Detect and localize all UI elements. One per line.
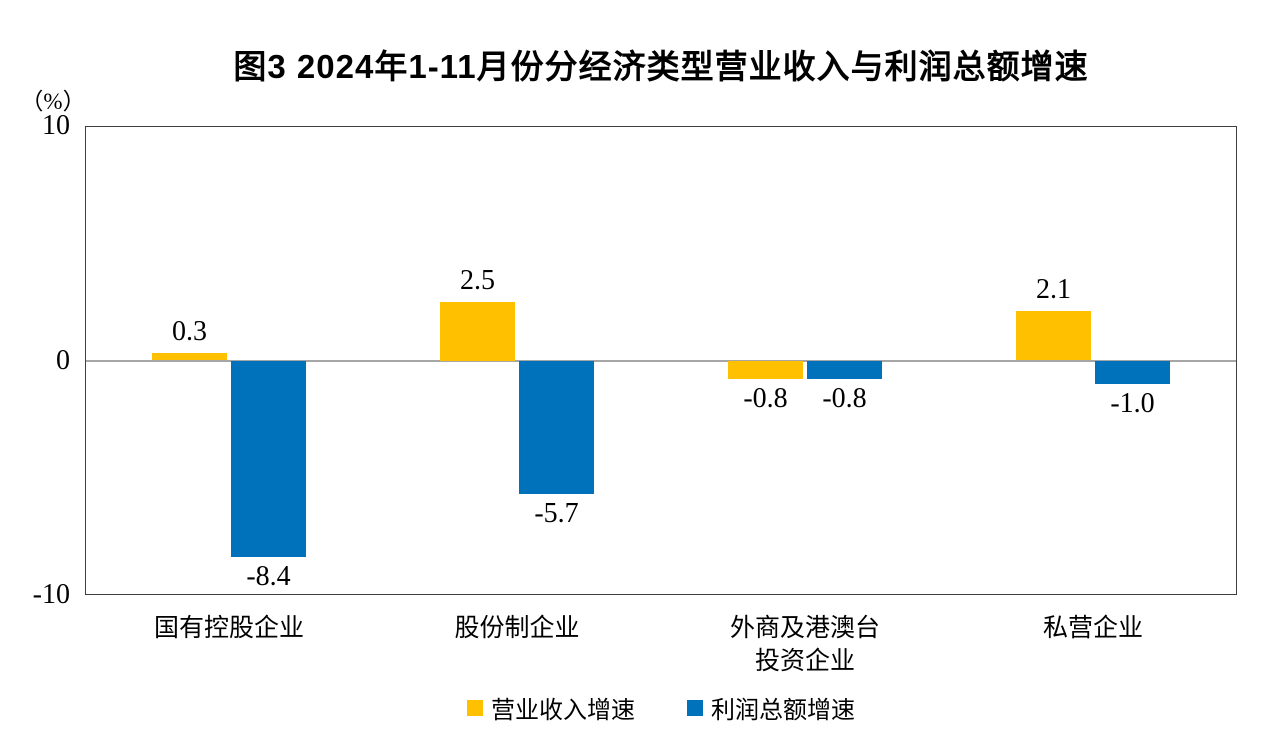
bar — [1095, 360, 1170, 384]
legend-swatch-icon — [687, 699, 703, 716]
bar — [152, 353, 227, 361]
bar-value-label: 2.5 — [460, 264, 495, 296]
chart-title: 图3 2024年1-11月份分经济类型营业收入与利润总额增速 — [233, 48, 1089, 85]
bar-value-label: 0.3 — [172, 316, 207, 348]
bar — [440, 301, 515, 361]
y-tick-label: 0 — [56, 344, 70, 376]
legend-item: 利润总额增速 — [687, 690, 855, 725]
category-label: 股份制企业 — [454, 614, 580, 642]
legend-label: 利润总额增速 — [711, 697, 855, 724]
legend-label: 营业收入增速 — [491, 697, 635, 724]
y-axis-unit-label: （%） — [20, 89, 86, 114]
bar-value-label: 2.1 — [1036, 274, 1071, 306]
category-label: 国有控股企业 — [153, 614, 304, 642]
bar-value-label: -1.0 — [1110, 387, 1155, 419]
category-label: 私营企业 — [1042, 614, 1143, 642]
category-label: 外商及港澳台 投资企业 — [729, 614, 880, 675]
y-tick-label: 10 — [42, 110, 70, 141]
bar — [1016, 311, 1091, 361]
legend-swatch-icon — [467, 699, 483, 716]
legend-item: 营业收入增速 — [467, 690, 635, 725]
bar-value-label: -8.4 — [246, 561, 291, 593]
bar-value-label: -5.7 — [534, 498, 579, 530]
y-tick-label: -10 — [32, 579, 70, 610]
bar — [231, 360, 306, 558]
legend: 营业收入增速 利润总额增速 — [85, 690, 1237, 725]
bar-value-label: -0.8 — [743, 383, 788, 415]
bar — [728, 360, 803, 380]
bar — [807, 360, 882, 380]
bar-value-label: -0.8 — [822, 383, 867, 415]
zero-gridline — [85, 359, 1237, 362]
bar — [519, 360, 594, 495]
